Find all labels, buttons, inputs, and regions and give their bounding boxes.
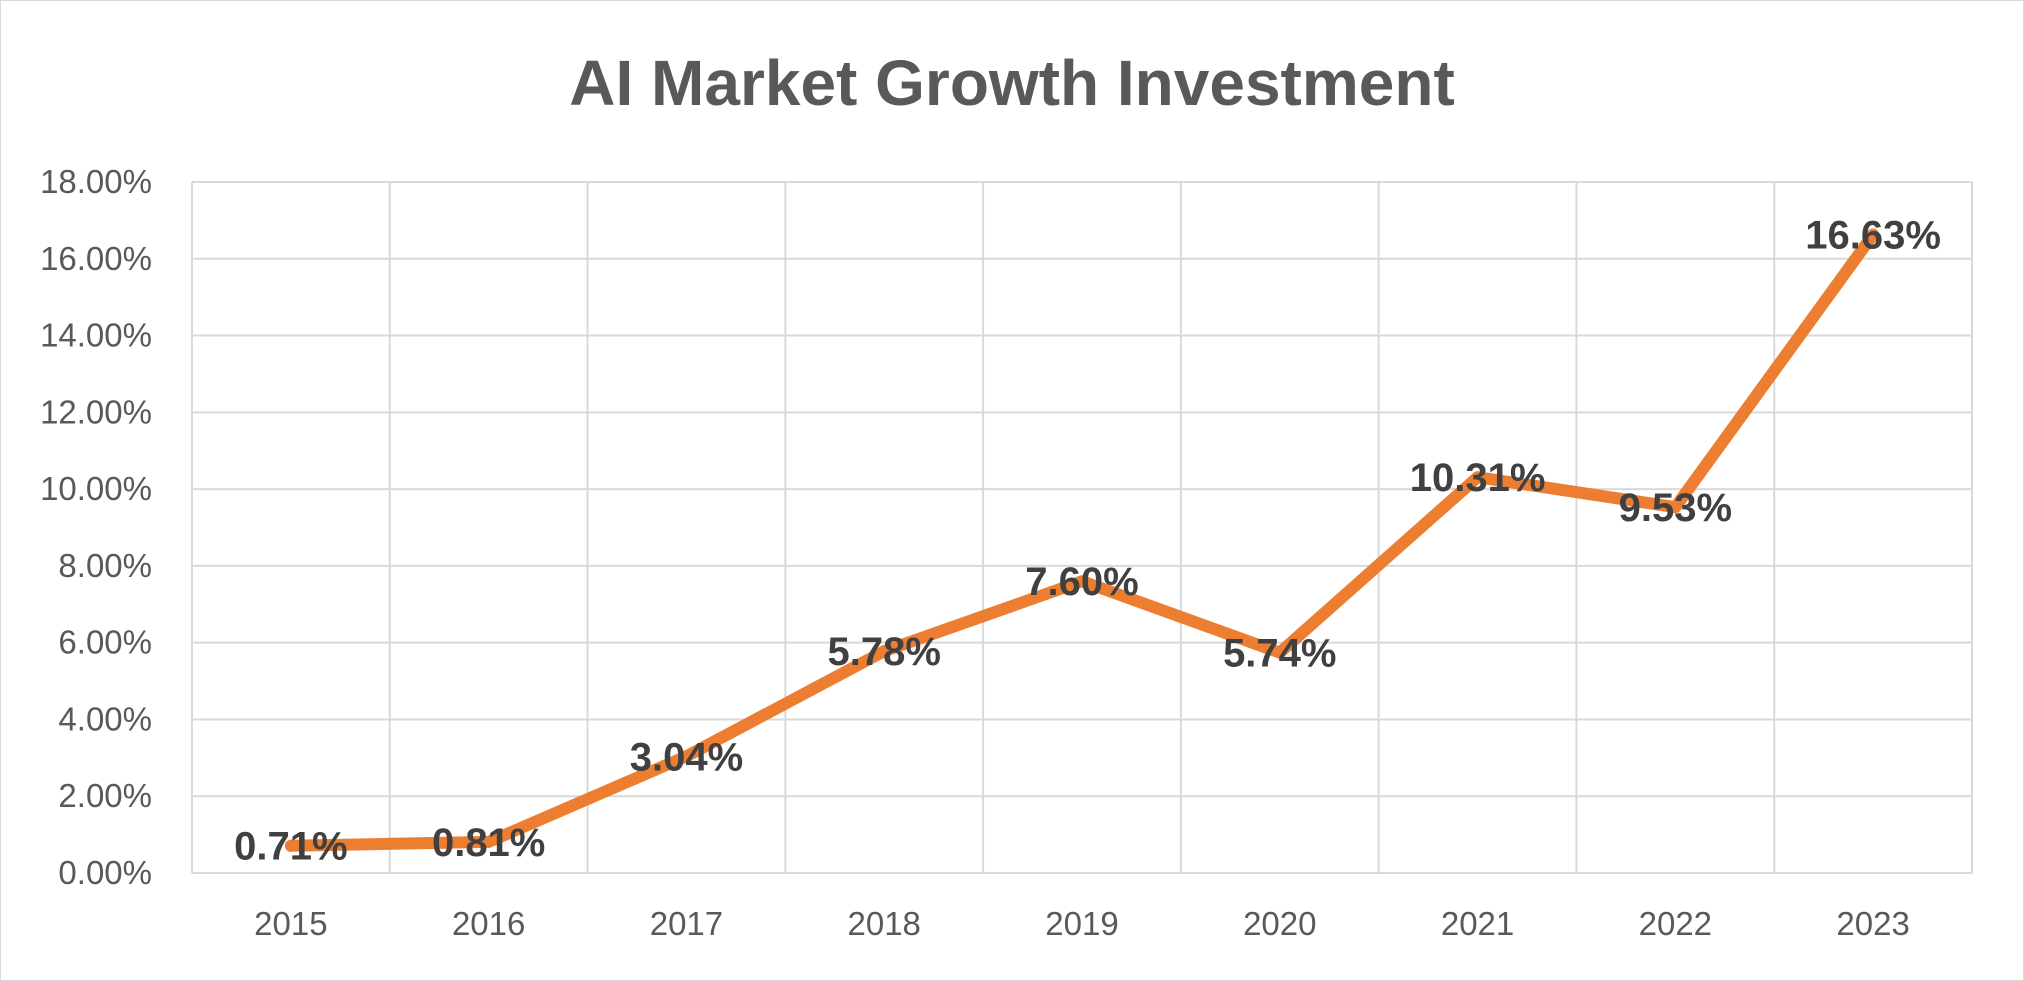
x-tick-label: 2023 [1836, 905, 1909, 942]
y-tick-label: 18.00% [40, 163, 152, 200]
chart-title: AI Market Growth Investment [569, 47, 1455, 119]
gridlines [191, 181, 1973, 874]
y-tick-label: 10.00% [40, 470, 152, 507]
data-point [284, 839, 297, 852]
data-label: 7.60% [1025, 560, 1138, 604]
data-point [1273, 646, 1286, 659]
data-label: 5.78% [828, 630, 941, 674]
series-layer [284, 228, 1880, 852]
data-point [1867, 228, 1880, 241]
data-point [680, 750, 693, 763]
y-tick-label: 14.00% [40, 317, 152, 354]
x-tick-label: 2016 [452, 905, 525, 942]
y-tick-label: 16.00% [40, 240, 152, 277]
data-label: 0.71% [234, 825, 347, 869]
y-tick-label: 4.00% [58, 700, 152, 737]
data-point [1471, 471, 1484, 484]
y-tick-label: 12.00% [40, 393, 152, 430]
x-tick-label: 2017 [650, 905, 723, 942]
x-tick-label: 2015 [254, 905, 327, 942]
data-label: 0.81% [432, 821, 545, 865]
x-tick-label: 2019 [1045, 905, 1118, 942]
data-label: 16.63% [1805, 214, 1941, 258]
y-tick-label: 2.00% [58, 777, 152, 814]
y-tick-label: 6.00% [58, 624, 152, 661]
axes: 0.00% 2.00% 4.00% 6.00% 8.00% 10.00% 12.00% 14.… [40, 163, 1910, 942]
data-label: 10.31% [1410, 456, 1546, 500]
x-tick-label: 2021 [1441, 905, 1514, 942]
data-label: 3.04% [630, 735, 743, 779]
x-tick-label: 2018 [848, 905, 921, 942]
x-tick-label: 2022 [1639, 905, 1712, 942]
data-point [1076, 575, 1088, 588]
data-point [1669, 501, 1682, 514]
data-labels: 0.71% 0.81% 3.04% 5.78% 7.60% 5.74% 10.31% 9.53… [234, 214, 1941, 869]
data-label: 9.53% [1619, 486, 1732, 530]
data-point [878, 645, 891, 658]
x-tick-label: 2020 [1243, 905, 1316, 942]
data-label: 5.74% [1223, 632, 1336, 676]
data-point [482, 835, 495, 848]
series-line [284, 228, 1880, 852]
y-tick-label: 8.00% [58, 547, 152, 584]
y-tick-label: 0.00% [58, 854, 152, 891]
